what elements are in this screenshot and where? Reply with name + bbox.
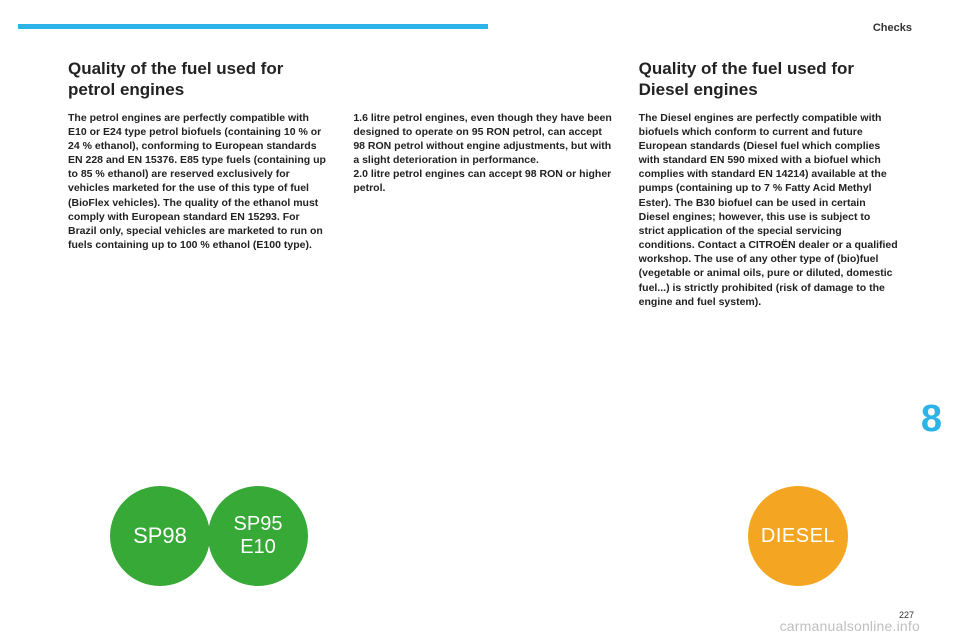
badge-sp98-label: SP98	[133, 523, 187, 548]
badge-diesel-label: DIESEL	[761, 525, 835, 548]
content-columns: Quality of the fuel used for petrol engi…	[68, 58, 898, 309]
column-diesel: Quality of the fuel used for Diesel engi…	[639, 58, 898, 309]
badge-sp98: SP98	[110, 486, 210, 586]
badge-sp95-label: SP95E10	[234, 513, 283, 559]
header-accent-bar	[18, 24, 488, 29]
middle-body: 1.6 litre petrol engines, even though th…	[353, 111, 612, 196]
section-label: Checks	[873, 22, 912, 34]
diesel-title: Quality of the fuel used for Diesel engi…	[639, 58, 898, 101]
badge-sp95-e10: SP95E10	[208, 486, 308, 586]
petrol-title: Quality of the fuel used for petrol engi…	[68, 58, 327, 101]
watermark: carmanualsonline.info	[780, 618, 920, 634]
petrol-badges: SP98 SP95E10	[110, 486, 308, 586]
chapter-number: 8	[921, 398, 942, 441]
column-middle: 1.6 litre petrol engines, even though th…	[353, 58, 612, 309]
petrol-body: The petrol engines are perfectly compati…	[68, 111, 327, 253]
diesel-body: The Diesel engines are perfectly compati…	[639, 111, 898, 309]
page-content: Quality of the fuel used for petrol engi…	[68, 58, 898, 309]
diesel-badges: DIESEL	[748, 486, 848, 586]
column-petrol: Quality of the fuel used for petrol engi…	[68, 58, 327, 309]
badge-diesel: DIESEL	[748, 486, 848, 586]
